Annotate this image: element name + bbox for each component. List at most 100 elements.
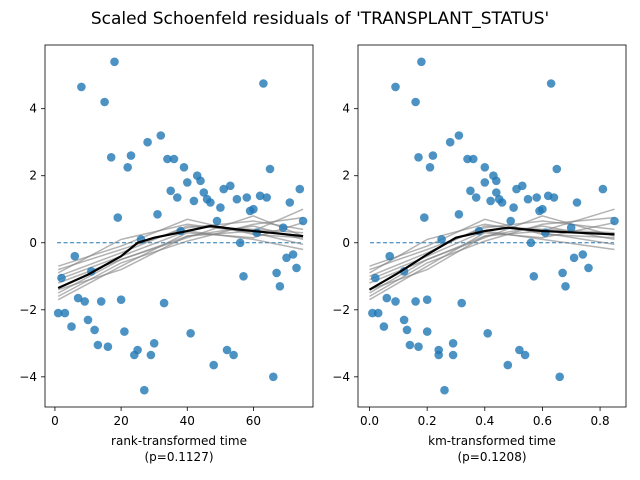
residual-point [123,163,132,172]
residual-point [399,267,409,276]
residual-point [288,250,298,259]
residual-point [285,198,295,207]
lowess-line [368,226,615,291]
residual-point [506,216,515,226]
residual-point [143,137,152,147]
bootstrap-lowess-line [369,216,615,298]
residual-point [278,223,288,232]
residual-point [437,235,446,244]
residual-point [480,163,490,172]
residual-point [235,238,245,248]
residual-point [212,216,222,226]
residual-point [229,350,238,360]
figure-title: Scaled Schoenfeld residuals of 'TRANSPLA… [91,9,549,29]
residual-point [249,204,258,214]
y-tick-label: −4 [332,370,350,384]
residual-point [373,308,383,318]
y-tick-label: 4 [29,102,37,116]
bootstrap-lowess-line [57,218,304,267]
residual-point [179,163,189,172]
y-tick-label: 2 [342,169,350,183]
residual-point [53,308,63,318]
residual-point [391,297,400,306]
residual-point [414,153,423,162]
residual-point [448,339,458,348]
residual-point [199,188,209,197]
residual-point [77,82,86,92]
p-value-label: (p=0.1127) [144,450,213,464]
residual-point [282,253,291,263]
residual-point [541,228,550,237]
y-tick-label: 2 [29,169,37,183]
residual-point [526,238,536,248]
residual-point [509,203,518,212]
x-tick-label: 60 [246,414,261,428]
residual-point [232,194,242,204]
residual-point [196,176,205,186]
residual-point [269,372,278,382]
residual-point [402,325,412,335]
x-axis-label: rank-transformed time [111,434,247,448]
residual-point [116,295,126,305]
residual-point [518,181,527,191]
residual-point [529,272,539,281]
residual-point [163,154,172,164]
residual-point [558,268,567,278]
residual-point [561,282,570,291]
residual-point [538,204,547,214]
x-axis-label: km-transformed time [428,434,556,448]
residual-point [103,342,113,352]
residual-point [469,154,478,164]
residual-point [57,273,66,283]
residual-point [497,198,507,207]
residual-point [492,176,501,186]
residual-point [255,191,265,201]
residual-point [385,251,395,261]
bootstrap-lowess-line [57,223,304,274]
residual-point [515,345,524,355]
residual-point [106,153,116,162]
residual-point [80,297,89,306]
residual-point [133,345,142,355]
residual-point [532,193,541,202]
residual-point [226,181,235,191]
residual-point [242,193,252,202]
residual-point [186,329,195,338]
residual-point [483,329,493,338]
residual-point [219,184,228,194]
rank-time-panel: 0 20 40 60 −4 −2 0 2 4 rank-transformed time (p=0.… [19,44,314,464]
residual-point [209,360,218,370]
residual-point [411,97,420,107]
residual-point [454,210,464,219]
x-tick-label: 0.8 [591,414,610,428]
residual-point [440,385,449,395]
residual-point [166,186,175,196]
residual-point [549,193,559,202]
y-tick-label: 0 [342,236,350,250]
residual-point [67,322,76,331]
bootstrap-lowess-line [369,223,615,274]
residual-point [471,193,481,202]
residual-point [566,223,576,232]
x-tick-label: 0.4 [475,414,494,428]
residual-point [100,97,109,107]
bootstrap-lowess-line [57,216,304,298]
residual-point [572,198,582,207]
x-tick-label: 0.6 [533,414,552,428]
axes-frame [357,44,627,408]
km-time-panel: 0.0 0.2 0.4 0.6 0.8 −4 −2 0 2 4 km-transformed tim… [332,44,627,464]
residual-point [371,273,380,283]
residual-point [90,325,99,335]
residual-point [140,385,149,395]
bootstrap-lowess-line [369,218,615,267]
residual-point [480,178,490,187]
y-tick-label: −2 [332,303,350,317]
residual-point [486,196,495,206]
residual-point [454,131,464,140]
residual-point [546,79,556,88]
x-tick-label: 0.0 [360,414,379,428]
residual-point [610,216,619,226]
residual-point [96,297,106,306]
residual-point [60,308,70,318]
residual-point [259,79,268,88]
